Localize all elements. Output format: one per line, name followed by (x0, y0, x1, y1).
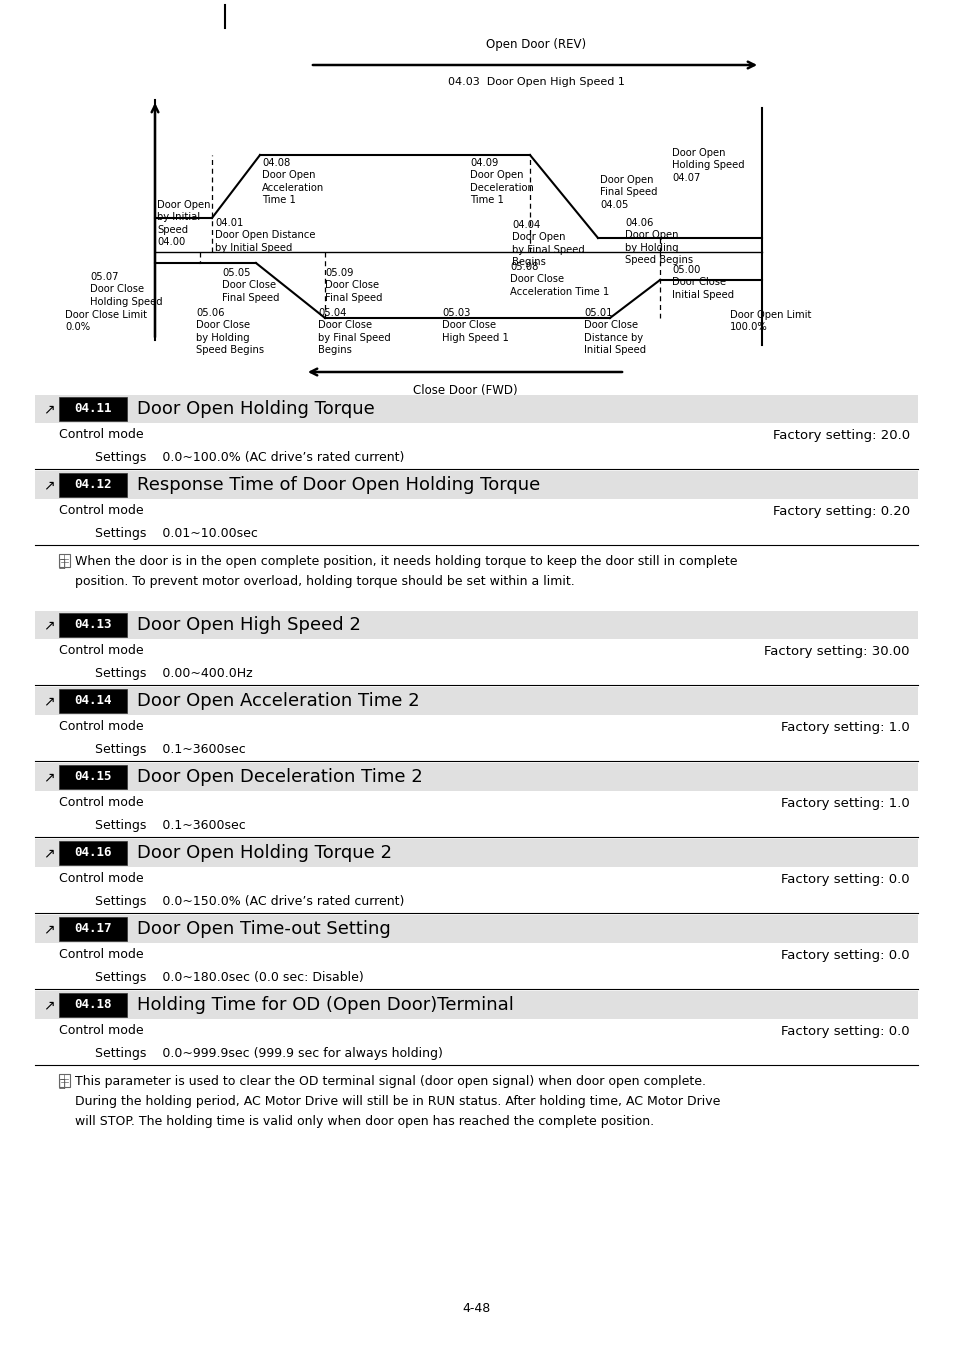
Bar (59, 1075, 70, 1087)
Text: 05.07
Door Close
Holding Speed: 05.07 Door Close Holding Speed (90, 271, 162, 306)
Text: ↗: ↗ (43, 694, 54, 707)
Bar (59, 917, 127, 941)
Text: 04.17: 04.17 (74, 922, 112, 936)
Text: Settings    0.0~180.0sec (0.0 sec: Disable): Settings 0.0~180.0sec (0.0 sec: Disable) (95, 972, 363, 984)
Text: Factory setting: 0.0: Factory setting: 0.0 (781, 949, 909, 961)
Text: ↗: ↗ (43, 922, 54, 936)
Text: This parameter is used to clear the OD terminal signal (door open signal) when d: This parameter is used to clear the OD t… (75, 1075, 705, 1088)
Text: Close Door (FWD): Close Door (FWD) (413, 383, 517, 397)
Text: Factory setting: 0.20: Factory setting: 0.20 (772, 505, 909, 517)
Bar (35, 612, 917, 639)
Text: Holding Time for OD (Open Door)Terminal: Holding Time for OD (Open Door)Terminal (137, 996, 514, 1014)
Text: ↗: ↗ (43, 402, 54, 416)
Text: Settings    0.1~3600sec: Settings 0.1~3600sec (95, 819, 246, 833)
Text: 04.13: 04.13 (74, 618, 112, 632)
Text: Settings    0.0~999.9sec (999.9 sec for always holding): Settings 0.0~999.9sec (999.9 sec for alw… (95, 1048, 442, 1061)
Text: 4-48: 4-48 (462, 1301, 491, 1315)
Bar (35, 915, 917, 944)
Text: Door Open High Speed 2: Door Open High Speed 2 (137, 616, 360, 634)
Bar (35, 838, 917, 867)
Text: 📖: 📖 (59, 559, 66, 568)
Text: Control mode: Control mode (59, 721, 144, 733)
Text: 04.14: 04.14 (74, 694, 112, 707)
Text: 05.08
Door Close
Acceleration Time 1: 05.08 Door Close Acceleration Time 1 (510, 262, 609, 297)
Text: Settings    0.01~10.00sec: Settings 0.01~10.00sec (95, 528, 257, 540)
Text: Response Time of Door Open Holding Torque: Response Time of Door Open Holding Torqu… (137, 477, 539, 494)
Text: 04.09
Door Open
Deceleration
Time 1: 04.09 Door Open Deceleration Time 1 (470, 158, 534, 205)
Bar (35, 396, 917, 423)
Text: Settings    0.0~150.0% (AC drive’s rated current): Settings 0.0~150.0% (AC drive’s rated cu… (95, 895, 404, 909)
Text: ↗: ↗ (43, 846, 54, 860)
Text: Control mode: Control mode (59, 949, 144, 961)
Text: Door Open Acceleration Time 2: Door Open Acceleration Time 2 (137, 693, 419, 710)
Text: 05.06
Door Close
by Holding
Speed Begins: 05.06 Door Close by Holding Speed Begins (195, 308, 264, 355)
Bar (35, 687, 917, 716)
Text: 04.08
Door Open
Acceleration
Time 1: 04.08 Door Open Acceleration Time 1 (262, 158, 324, 205)
Bar (35, 471, 917, 500)
Bar (59, 397, 127, 421)
Text: Settings    0.0~100.0% (AC drive’s rated current): Settings 0.0~100.0% (AC drive’s rated cu… (95, 451, 404, 464)
Bar (59, 841, 127, 865)
Text: Open Door (REV): Open Door (REV) (485, 38, 585, 51)
Text: Factory setting: 0.0: Factory setting: 0.0 (781, 1025, 909, 1038)
Text: 📖: 📖 (59, 1079, 66, 1089)
Bar (59, 994, 127, 1017)
Text: Control mode: Control mode (59, 428, 144, 441)
Bar (59, 554, 70, 567)
Bar (35, 991, 917, 1019)
Text: 05.09
Door Close
Final Speed: 05.09 Door Close Final Speed (325, 269, 382, 302)
Text: Control mode: Control mode (59, 1025, 144, 1038)
Text: ↗: ↗ (43, 618, 54, 632)
Bar (59, 613, 127, 637)
Text: will STOP. The holding time is valid only when door open has reached the complet: will STOP. The holding time is valid onl… (75, 1115, 654, 1129)
Text: Factory setting: 0.0: Factory setting: 0.0 (781, 872, 909, 886)
Text: Door Open
by Initial
Speed
04.00: Door Open by Initial Speed 04.00 (157, 200, 211, 247)
Bar (59, 472, 127, 497)
Text: 05.01
Door Close
Distance by
Initial Speed: 05.01 Door Close Distance by Initial Spe… (583, 308, 645, 355)
Text: 05.03
Door Close
High Speed 1: 05.03 Door Close High Speed 1 (441, 308, 508, 343)
Text: 04.04
Door Open
by Final Speed
Begins: 04.04 Door Open by Final Speed Begins (512, 220, 584, 267)
Text: 04.16: 04.16 (74, 846, 112, 860)
Bar (59, 765, 127, 788)
Text: Control mode: Control mode (59, 505, 144, 517)
Text: 04.15: 04.15 (74, 771, 112, 783)
Text: Door Open Time-out Setting: Door Open Time-out Setting (137, 919, 391, 938)
Text: During the holding period, AC Motor Drive will still be in RUN status. After hol: During the holding period, AC Motor Driv… (75, 1095, 720, 1108)
Text: 04.11: 04.11 (74, 402, 112, 416)
Text: 04.01
Door Open Distance
by Initial Speed: 04.01 Door Open Distance by Initial Spee… (214, 217, 315, 252)
Text: position. To prevent motor overload, holding torque should be set within a limit: position. To prevent motor overload, hol… (75, 575, 574, 589)
Text: ↗: ↗ (43, 478, 54, 491)
Text: 05.00
Door Close
Initial Speed: 05.00 Door Close Initial Speed (671, 265, 734, 300)
Text: Factory setting: 1.0: Factory setting: 1.0 (781, 796, 909, 810)
Text: Door Close Limit
0.0%: Door Close Limit 0.0% (65, 310, 147, 332)
Text: Door Open Limit
100.0%: Door Open Limit 100.0% (729, 310, 810, 332)
Text: Door Open
Final Speed
04.05: Door Open Final Speed 04.05 (599, 176, 657, 209)
Text: 05.05
Door Close
Final Speed: 05.05 Door Close Final Speed (222, 269, 279, 302)
Text: Door Open Holding Torque: Door Open Holding Torque (137, 400, 375, 418)
Text: Factory setting: 20.0: Factory setting: 20.0 (772, 428, 909, 441)
Text: 04.06
Door Open
by Holding
Speed Begins: 04.06 Door Open by Holding Speed Begins (624, 217, 693, 265)
Text: ↗: ↗ (43, 769, 54, 784)
Text: Control mode: Control mode (59, 644, 144, 657)
Text: 04.12: 04.12 (74, 478, 112, 491)
Bar (59, 688, 127, 713)
Text: Control mode: Control mode (59, 796, 144, 810)
Text: Door Open
Holding Speed
04.07: Door Open Holding Speed 04.07 (671, 148, 744, 182)
Text: Door Open Holding Torque 2: Door Open Holding Torque 2 (137, 844, 392, 863)
Text: ↗: ↗ (43, 998, 54, 1012)
Text: Factory setting: 30.00: Factory setting: 30.00 (763, 644, 909, 657)
Text: 04.18: 04.18 (74, 999, 112, 1011)
Text: 05.04
Door Close
by Final Speed
Begins: 05.04 Door Close by Final Speed Begins (317, 308, 391, 355)
Text: Settings    0.1~3600sec: Settings 0.1~3600sec (95, 744, 246, 756)
Bar (35, 763, 917, 791)
Text: Factory setting: 1.0: Factory setting: 1.0 (781, 721, 909, 733)
Text: Control mode: Control mode (59, 872, 144, 886)
Text: Door Open Deceleration Time 2: Door Open Deceleration Time 2 (137, 768, 422, 786)
Text: When the door is in the open complete position, it needs holding torque to keep : When the door is in the open complete po… (75, 555, 737, 568)
Text: 04.03  Door Open High Speed 1: 04.03 Door Open High Speed 1 (447, 77, 624, 86)
Text: Settings    0.00~400.0Hz: Settings 0.00~400.0Hz (95, 667, 253, 680)
